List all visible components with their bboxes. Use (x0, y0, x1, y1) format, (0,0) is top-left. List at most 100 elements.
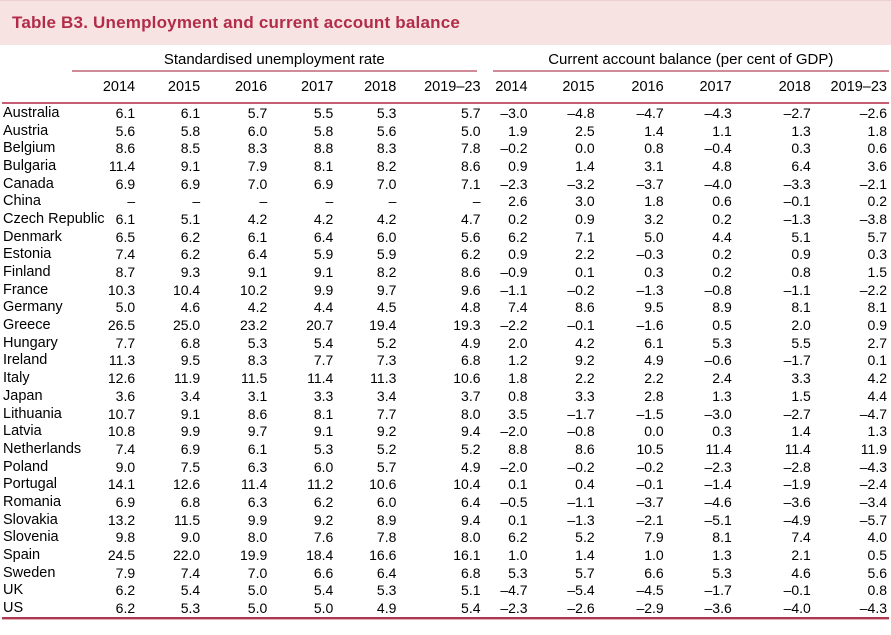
value-cell: 6.9 (313, 175, 334, 192)
value-cell: 7.3 (376, 352, 397, 369)
value-cell: 1.8 (508, 370, 528, 387)
value-cell: 4.2 (247, 210, 268, 227)
value-cell: 26.5 (107, 317, 136, 334)
value-cell: 3.6 (867, 157, 887, 174)
value-cell: 0.3 (712, 423, 732, 440)
value-cell: 8.3 (376, 140, 397, 157)
value-cell: 8.9 (376, 511, 397, 528)
country-cell: Lithuania (3, 405, 62, 422)
value-cell: –0.9 (500, 264, 528, 281)
value-cell: – (259, 193, 268, 210)
country-cell: Ireland (3, 352, 48, 369)
value-cell: 4.9 (461, 334, 481, 351)
value-cell: 8.6 (247, 405, 268, 422)
value-cell: 6.9 (115, 493, 136, 510)
value-cell: 6.9 (180, 440, 201, 457)
value-cell: 7.5 (180, 458, 201, 475)
value-cell: 11.3 (108, 352, 136, 369)
value-cell: –0.1 (783, 582, 811, 599)
value-cell: 0.0 (644, 423, 664, 440)
value-cell: 9.5 (644, 299, 664, 316)
value-cell: 9.2 (313, 511, 334, 528)
value-cell: 2.0 (791, 317, 811, 334)
value-cell: 4.9 (644, 352, 664, 369)
value-cell: 10.6 (369, 476, 397, 493)
value-cell: 3.2 (644, 210, 664, 227)
table-row: Japan 3.6 3.4 3.1 3.3 3.4 3.7 0.8 3.3 2.8 1.3 1.5 4.… (2, 387, 889, 405)
value-cell: 5.4 (180, 582, 201, 599)
value-cell: 5.3 (137, 599, 203, 619)
year-header: 2018 (733, 72, 813, 104)
table-row: Estonia 7.4 6.2 6.4 5.9 5.9 6.2 0.9 2.2 –0.3 0.2 0.… (2, 246, 889, 264)
value-cell: 5.7 (376, 458, 397, 475)
value-cell: 5.5 (313, 104, 334, 121)
value-cell: –1.7 (567, 405, 595, 422)
table-row: Portugal 14.1 12.6 11.4 11.2 10.6 10.4 0.1 0.4 –0… (2, 475, 889, 493)
value-cell: 7.0 (247, 564, 268, 581)
year-header: 2016 (202, 72, 270, 104)
value-cell: 6.4 (461, 493, 481, 510)
table-row: Australia 6.1 6.1 5.7 5.5 5.3 5.7 –3.0 –4.8 –4.7 –… (2, 103, 889, 122)
value-cell: 6.8 (180, 334, 201, 351)
value-cell: 0.9 (575, 210, 595, 227)
value-cell: 0.2 (712, 246, 732, 263)
value-cell: 9.0 (115, 458, 136, 475)
group-header-unemployment: Standardised unemployment rate (72, 46, 482, 72)
value-cell: 2.2 (575, 370, 595, 387)
value-cell: 11.9 (860, 440, 887, 457)
value-cell: 0.8 (867, 582, 887, 599)
value-cell: 9.2 (575, 352, 595, 369)
value-cell: 8.6 (461, 157, 481, 174)
table-row: Lithuania 10.7 9.1 8.6 8.1 7.7 8.0 3.5 –1.7 –1.5 –… (2, 405, 889, 423)
value-cell: –5.4 (567, 582, 595, 599)
value-cell: 11.5 (241, 370, 268, 387)
value-cell: 7.9 (247, 157, 268, 174)
table-row: Austria 5.6 5.8 6.0 5.8 5.6 5.0 1.9 2.5 1.4 1.1 1.3… (2, 122, 889, 140)
country-cell: Czech Republic (3, 210, 105, 227)
value-cell: –5.1 (704, 511, 732, 528)
value-cell: –2.9 (596, 599, 666, 619)
value-cell: –0.6 (704, 352, 732, 369)
value-cell: 6.8 (461, 564, 481, 581)
value-cell: 6.0 (313, 458, 334, 475)
value-cell: 7.1 (461, 175, 481, 192)
country-cell: Australia (3, 104, 60, 121)
value-cell: 6.3 (247, 458, 268, 475)
value-cell: 6.2 (180, 246, 201, 263)
value-cell: 7.7 (376, 405, 397, 422)
value-cell: –3.3 (783, 175, 811, 192)
value-cell: 0.1 (508, 476, 528, 493)
table-row: Hungary 7.7 6.8 5.3 5.4 5.2 4.9 2.0 4.2 6.1 5.3 5.5… (2, 334, 889, 352)
value-cell: 2.4 (712, 370, 732, 387)
table-row: Netherlands 7.4 6.9 6.1 5.3 5.2 5.2 8.8 8.6 10.5 1… (2, 440, 889, 458)
value-cell: 9.0 (180, 529, 201, 546)
value-cell: 4.2 (376, 210, 397, 227)
value-cell: 9.1 (313, 423, 334, 440)
value-cell: 20.7 (306, 317, 334, 334)
value-cell: 8.1 (313, 405, 334, 422)
value-cell: –4.0 (704, 175, 732, 192)
country-cell: UK (3, 582, 24, 599)
value-cell: –1.7 (783, 352, 811, 369)
value-cell: 6.6 (313, 564, 334, 581)
value-cell: 9.2 (376, 423, 397, 440)
value-cell: – (472, 193, 481, 210)
value-cell: 8.8 (508, 440, 528, 457)
country-cell: Hungary (3, 334, 58, 351)
value-cell: 11.3 (370, 370, 397, 387)
value-cell: 8.0 (461, 405, 481, 422)
value-cell: –1.5 (636, 405, 664, 422)
value-cell: 1.3 (712, 387, 732, 404)
value-cell: 8.3 (247, 352, 268, 369)
value-cell: –0.1 (636, 476, 664, 493)
value-cell: 6.8 (461, 352, 481, 369)
value-cell: 12.6 (107, 370, 136, 387)
value-cell: 0.2 (712, 264, 732, 281)
value-cell: 22.0 (172, 547, 201, 564)
table-row: Poland 9.0 7.5 6.3 6.0 5.7 4.9 –2.0 –0.2 –0.2 –2.3… (2, 458, 889, 476)
page-title: Table B3. Unemployment and current accou… (12, 13, 461, 32)
value-cell: 5.7 (247, 104, 268, 121)
value-cell: 9.6 (461, 281, 481, 298)
group-header-row: Standardised unemployment rate Current a… (2, 46, 889, 72)
table-row: Bulgaria 11.4 9.1 7.9 8.1 8.2 8.6 0.9 1.4 3.1 4.8 6… (2, 157, 889, 175)
